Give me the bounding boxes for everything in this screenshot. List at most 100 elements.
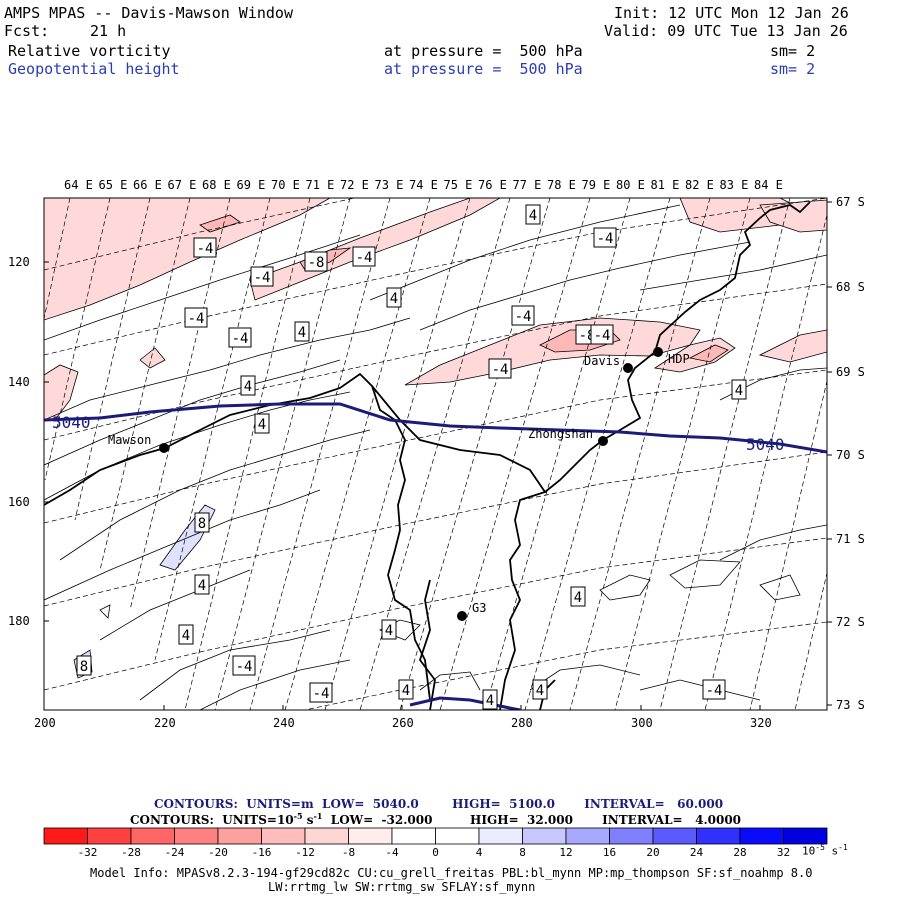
lon-label: 75 E [444, 178, 473, 192]
svg-text:-4: -4 [597, 231, 614, 247]
colorbar-unit-s-exp: -1 [838, 843, 848, 852]
colorbar-swatch [130, 827, 175, 845]
lon-label: 71 E [306, 178, 335, 192]
svg-text:4: 4 [385, 623, 393, 639]
vort-low: LOW= -32.000 [330, 813, 433, 827]
mawson-label: Mawson [108, 433, 151, 447]
colorbar-label: -28 [121, 846, 141, 859]
units-vort-s: s [306, 813, 314, 827]
svg-text:4: 4 [486, 693, 494, 709]
svg-text:4: 4 [198, 578, 206, 594]
colorbar-unit-exp: -5 [815, 843, 825, 852]
colorbar-label: 20 [646, 846, 660, 859]
field1-pressure: at pressure = 500 hPa [384, 42, 583, 60]
vorticity-label: 4 [731, 379, 747, 400]
row-tick-label: 160 [8, 495, 30, 509]
lon-label: 74 E [409, 178, 438, 192]
field1-name: Relative vorticity [8, 42, 171, 60]
svg-text:-4: -4 [254, 270, 271, 286]
colorbar-swatch [391, 827, 436, 845]
colorbar-swatch [304, 827, 349, 845]
units-vort-exp: -5 [293, 811, 303, 821]
contours-label-2: CONTOURS: [130, 813, 214, 827]
col-tick-label: 240 [273, 716, 295, 730]
lon-label: 81 E [651, 178, 680, 192]
vorticity-label: -4 [193, 237, 217, 258]
col-tick-label: 320 [750, 716, 772, 730]
colorbar-label: -8 [341, 846, 356, 859]
zhongshan-label: Zhongshan [528, 427, 593, 441]
height-interval: INTERVAL= 60.000 [584, 797, 724, 811]
vorticity-contours [44, 204, 827, 710]
lon-label: 66 E [133, 178, 162, 192]
latitude-labels: 67 S 68 S 69 S 70 S 71 S 72 S 73 S [827, 195, 865, 712]
map-title: AMPS MPAS -- Davis-Mawson Window [4, 4, 293, 22]
lat-label: 67 S [836, 195, 865, 209]
vorticity-label: -4 [232, 655, 256, 676]
vorticity-label: -4 [702, 679, 726, 700]
colorbar-swatch [43, 827, 88, 845]
col-tick-label: 280 [511, 716, 533, 730]
vorticity-label: 4 [570, 586, 586, 607]
vort-interval: INTERVAL= 4.0000 [602, 813, 742, 827]
svg-text:-4: -4 [594, 328, 611, 344]
colorbar-swatch [609, 827, 654, 845]
colorbar-label: -32 [77, 846, 98, 859]
vorticity-label: -4 [184, 307, 208, 328]
col-tick-label: 300 [631, 716, 653, 730]
lon-label: 80 E [616, 178, 645, 192]
svg-text:-4: -4 [492, 362, 509, 378]
colorbar-unit: 10-5 s-1 [802, 843, 848, 858]
svg-text:-8: -8 [308, 255, 325, 271]
vorticity-label: -4 [590, 324, 614, 345]
colorbar-label: 0 [432, 846, 439, 859]
vorticity-label: -4 [228, 327, 252, 348]
units-vort: UNITS=10 [222, 813, 294, 827]
vorticity-label: 4 [381, 619, 397, 640]
units-vort-s-exp: -1 [313, 811, 323, 821]
height-contour-5040 [44, 402, 827, 454]
units-m: UNITS=m [246, 797, 314, 811]
vorticity-labels: -4-4-8-4-4-4-444-444-4-8-444844-4844-444… [76, 204, 747, 710]
vorticity-label: -8 [304, 251, 328, 272]
model-info: Model Info: MPASv8.2.3-194-gf29cd82c CU:… [90, 866, 813, 880]
lat-label: 72 S [836, 615, 865, 629]
row-tick-label: 140 [8, 375, 30, 389]
svg-text:8: 8 [80, 659, 88, 675]
vorticity-label: 4 [386, 287, 402, 308]
vorticity-label: -4 [352, 246, 376, 267]
vorticity-contour-info: CONTOURS: UNITS=10-5 s-1 LOW= -32.000 HI… [130, 811, 741, 827]
lon-label: 65 E [99, 178, 128, 192]
field2-pressure: at pressure = 500 hPa [384, 60, 583, 78]
colorbar-swatch [522, 827, 567, 845]
svg-text:-4: -4 [232, 331, 249, 347]
contours-label: CONTOURS: [154, 797, 238, 811]
colorbar-label: -16 [251, 846, 272, 859]
colorbar-unit-s: s [831, 844, 839, 858]
lon-label: 64 E [64, 178, 93, 192]
vorticity-label: 4 [482, 689, 498, 710]
col-tick-label: 200 [34, 716, 56, 730]
lon-label: 83 E [720, 178, 749, 192]
vorticity-label: -4 [250, 266, 274, 287]
vorticity-label: 4 [525, 204, 541, 225]
field2-name: Geopotential height [8, 60, 180, 78]
col-tick-label: 220 [154, 716, 176, 730]
colorbar-swatch [174, 827, 219, 845]
svg-text:4: 4 [402, 683, 410, 699]
colorbar-label: 16 [602, 846, 617, 859]
colorbar-label: -4 [385, 846, 399, 859]
vorticity-label: 4 [178, 624, 194, 645]
svg-text:-4: -4 [236, 659, 253, 675]
davis-marker [623, 363, 633, 373]
grid-col-ticks: 200 220 240 260 280 300 320 [34, 705, 772, 730]
mawson-marker [159, 443, 169, 453]
vorticity-label: 8 [194, 512, 210, 533]
lon-label: 77 E [513, 178, 542, 192]
lon-label: 68 E [202, 178, 231, 192]
lon-label: 73 E [375, 178, 404, 192]
colorbar-label: 8 [519, 846, 526, 859]
height-low: LOW= 5040.0 [322, 797, 419, 811]
svg-text:4: 4 [529, 208, 537, 224]
